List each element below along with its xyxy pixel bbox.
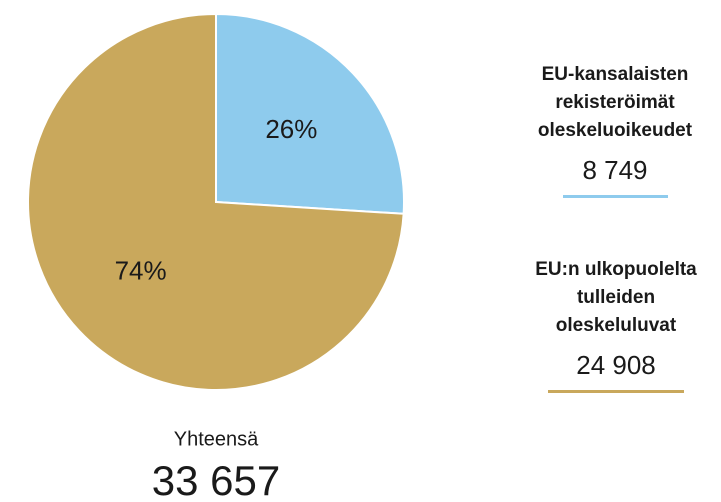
legend-swatch bbox=[562, 195, 668, 198]
legend-entry: EU:n ulkopuolelta tulleiden oleskeluluva… bbox=[516, 256, 716, 393]
legend-entry: EU-kansalaisten rekisteröimät oleskeluoi… bbox=[515, 61, 715, 198]
total-title: Yhteensä bbox=[174, 428, 259, 450]
slice-label: 26% bbox=[265, 114, 317, 144]
legend-swatch bbox=[548, 390, 684, 393]
legend-label: EU-kansalaisten rekisteröimät oleskeluoi… bbox=[537, 64, 693, 141]
total-value: 33 657 bbox=[152, 457, 280, 502]
pie-slice bbox=[27, 12, 405, 391]
pie-slice bbox=[215, 12, 405, 215]
legend-count: 8 749 bbox=[582, 155, 648, 185]
legend-count: 24 908 bbox=[576, 350, 656, 380]
slice-label: 74% bbox=[115, 256, 167, 286]
legend-label: EU:n ulkopuolelta tulleiden oleskeluluva… bbox=[535, 259, 697, 336]
